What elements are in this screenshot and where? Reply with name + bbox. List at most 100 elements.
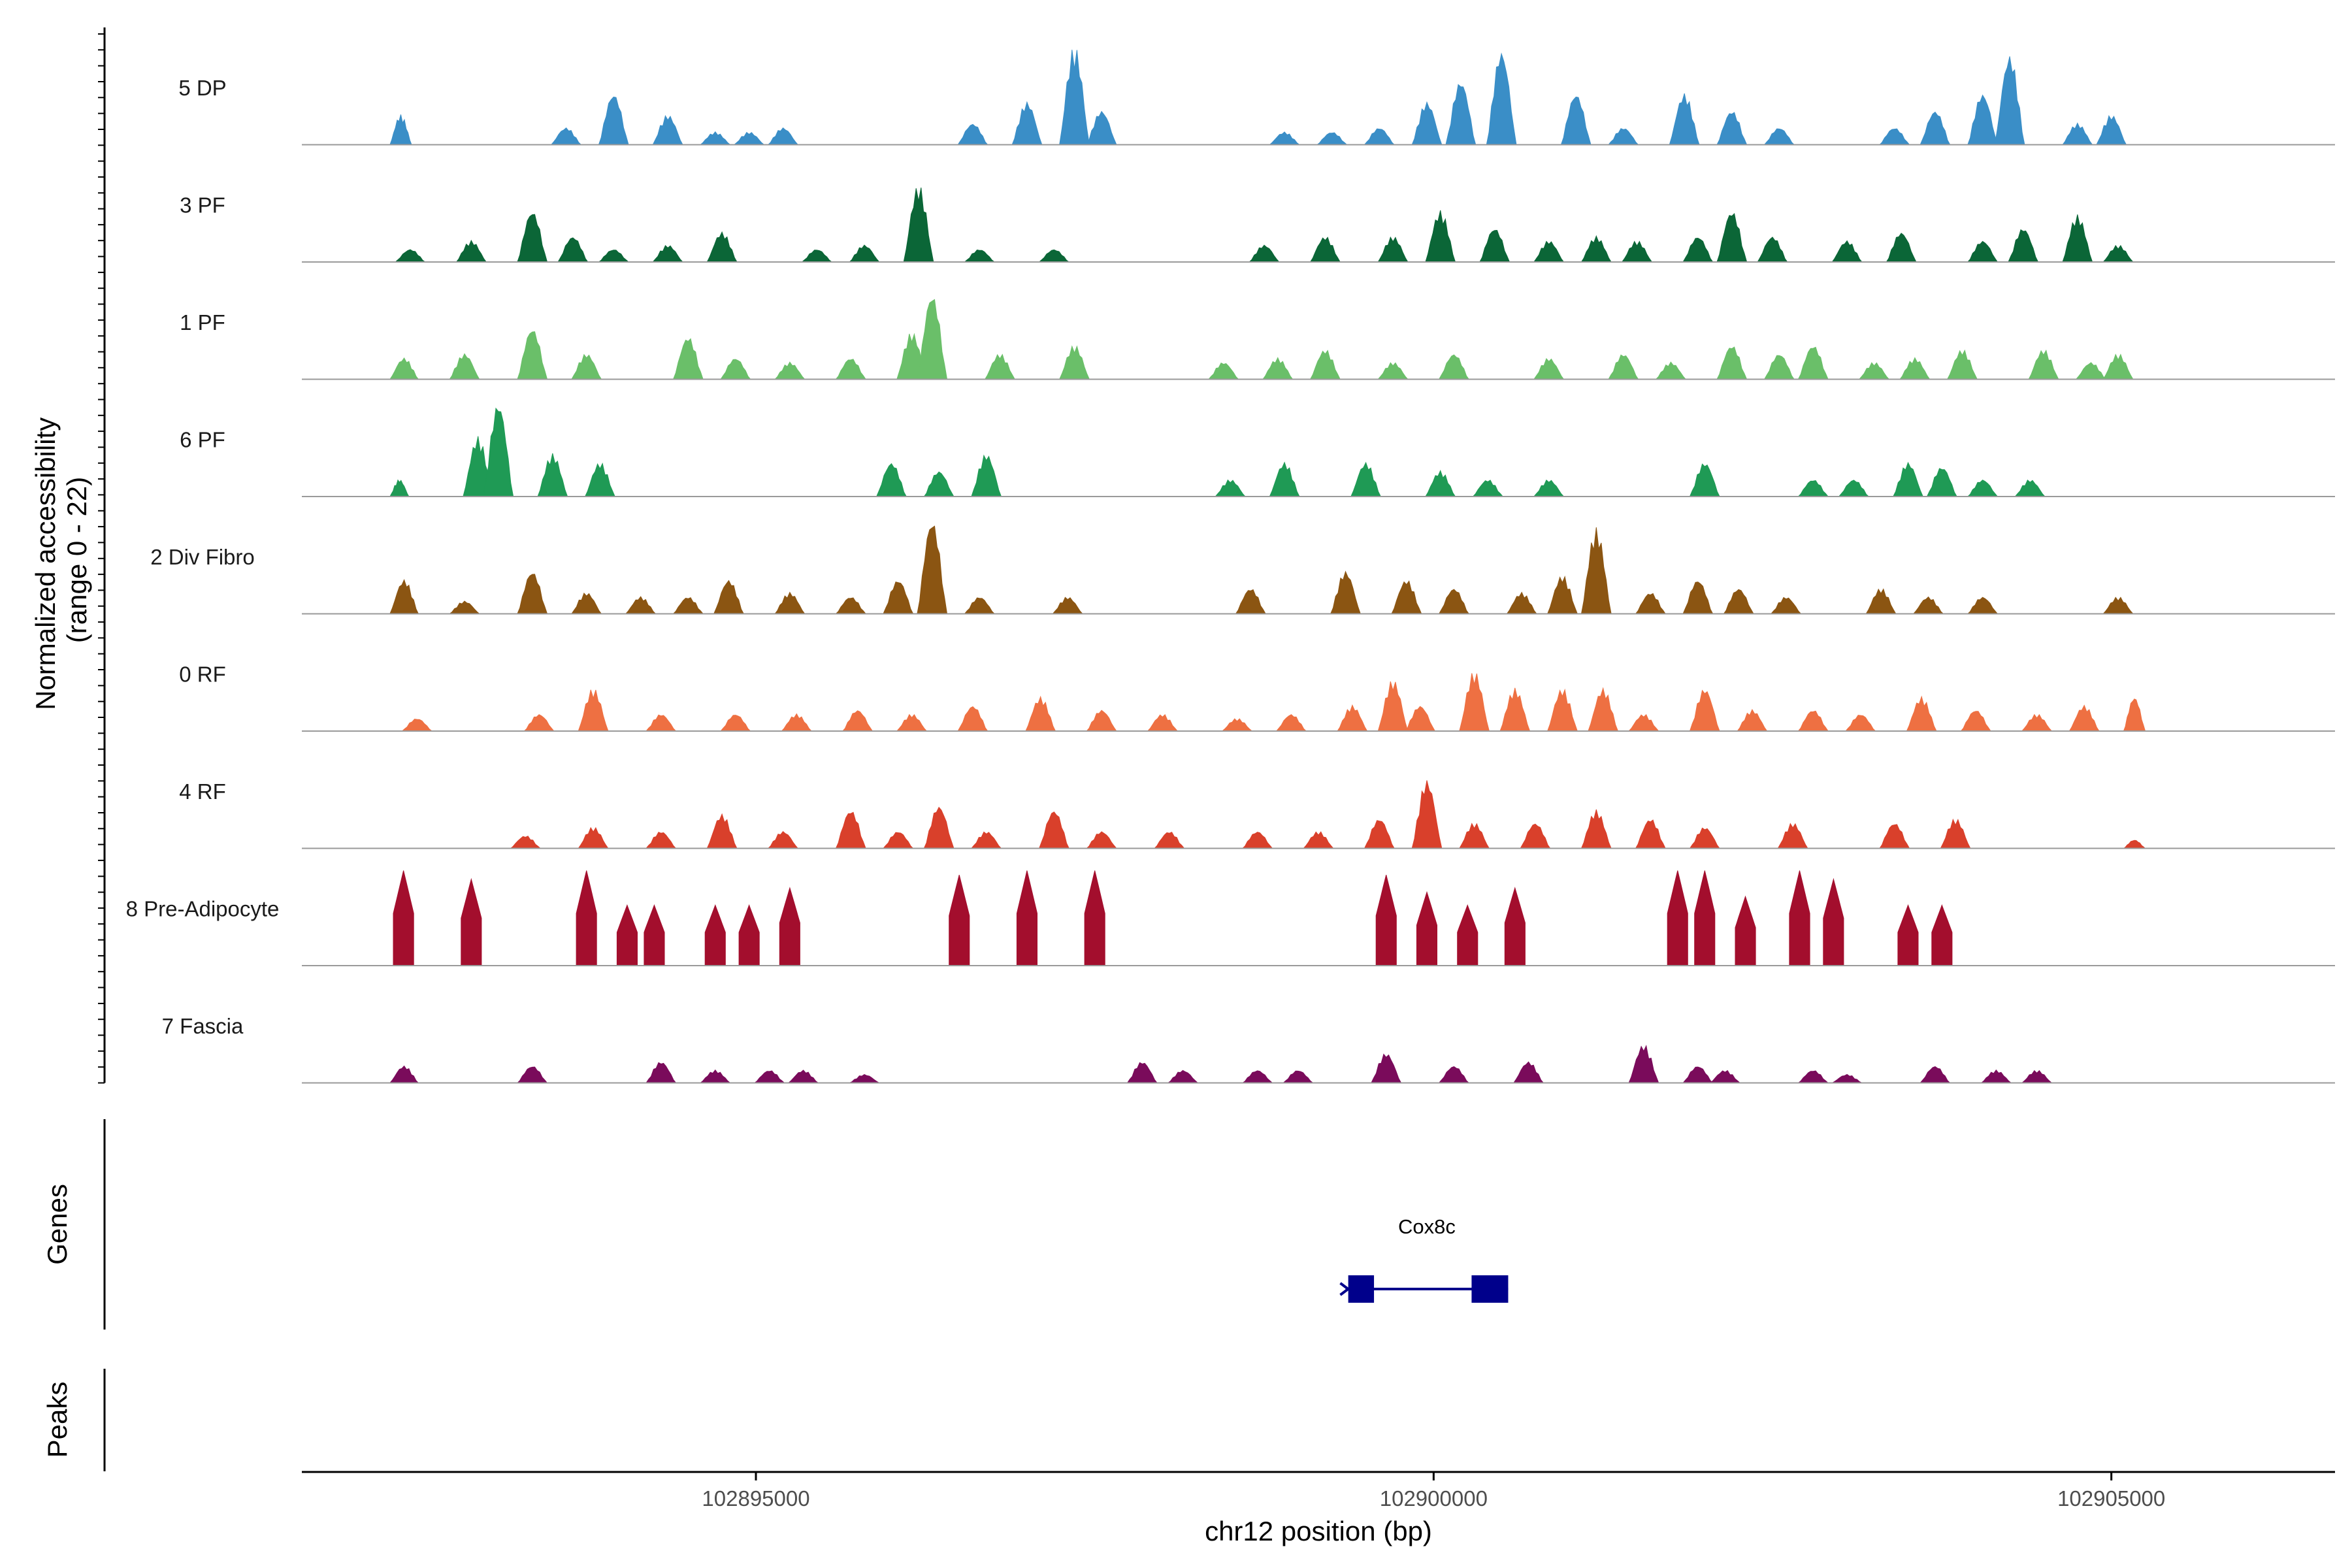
coverage-peak [1906, 695, 1937, 732]
coverage-peak [1919, 1066, 1952, 1083]
coverage-peak [1897, 904, 1919, 966]
coverage-peak [1438, 589, 1470, 614]
coverage-peak [1940, 818, 1971, 849]
coverage-peak [835, 597, 867, 614]
coverage-peak [1241, 832, 1273, 849]
coverage-peak [699, 131, 732, 145]
coverage-track: 4 RF [179, 779, 2335, 849]
coverage-peak [1391, 580, 1422, 614]
coverage-peak [706, 813, 738, 849]
coverage-peak [964, 597, 996, 614]
track-label: 4 RF [179, 779, 226, 804]
coverage-peak [1546, 576, 1578, 614]
coverage-peak [461, 877, 482, 966]
coverage-peak [401, 719, 433, 732]
coverage-peak [1445, 84, 1477, 145]
coverage-peak [1411, 101, 1443, 145]
coverage-peak [1404, 706, 1436, 732]
coverage-peak [753, 1070, 785, 1083]
coverage-peak [801, 250, 833, 263]
coverage-peak [517, 214, 548, 263]
coverage-peak [1085, 831, 1117, 849]
coverage-peak [578, 689, 609, 732]
coverage-peak [2122, 840, 2146, 849]
x-tick-label: 102900000 [1380, 1486, 1488, 1511]
coverage-peak [1580, 527, 1612, 614]
track-label: 6 PF [180, 428, 225, 452]
coverage-peak [557, 237, 589, 263]
coverage-peak [1607, 128, 1639, 145]
coverage-peak [517, 574, 548, 614]
coverage-peak [1153, 832, 1185, 849]
coverage-peak [389, 479, 410, 497]
coverage-peak [1960, 711, 1991, 732]
coverage-peak [625, 596, 657, 614]
coverage-peak [2014, 479, 2046, 497]
coverage-peak [550, 127, 582, 145]
coverage-peak [2062, 214, 2093, 263]
coverage-peak [1486, 52, 1517, 145]
coverage-peak [1682, 237, 1714, 263]
coverage-peak [713, 580, 745, 614]
coverage-peak [970, 831, 1002, 849]
coverage-peak [1689, 463, 1720, 497]
coverage-peak [1262, 357, 1294, 380]
track-label: 1 PF [180, 310, 225, 335]
coverage-peak [1580, 235, 1612, 263]
coverage-peak [835, 359, 867, 380]
coverage-peak [389, 357, 419, 380]
coverage-peak [2096, 114, 2127, 145]
coverage-peak [1669, 93, 1700, 145]
coverage-peak [2068, 704, 2100, 732]
track-label: 2 Div Fibro [150, 545, 255, 569]
coverage-peak [1919, 111, 1951, 145]
coverage-peak [576, 870, 597, 966]
coverage-peak [1458, 823, 1490, 849]
coverage-peak [1763, 355, 1795, 380]
coverage-peak [1635, 593, 1667, 614]
coverage-peak [1994, 56, 2025, 145]
coverage-peak [1682, 1066, 1714, 1083]
coverage-peak [848, 244, 880, 263]
gene-model: Cox8c [1339, 1215, 1509, 1303]
coverage-peak [584, 462, 615, 497]
coverage-peak [949, 874, 970, 966]
coverage-peak [1241, 1070, 1273, 1083]
coverage-peak [1330, 570, 1361, 614]
coverage-peak [2021, 713, 2053, 732]
y-axis-title-line-2: (range 0 - 22) [61, 477, 92, 643]
coverage-peak [896, 713, 928, 732]
coverage-peak [1479, 229, 1511, 263]
coverage-peak [389, 579, 419, 614]
coverage-peak [394, 249, 427, 263]
coverage-peak [1886, 233, 1917, 263]
coverage-peak [1967, 480, 1999, 497]
coverage-peak [672, 597, 704, 614]
coverage-peak [1797, 710, 1829, 732]
y-axis-title: Normalized accessibility (range 0 - 22) [30, 410, 92, 710]
coverage-peak [1831, 1073, 1863, 1083]
coverage-peak [1038, 249, 1070, 263]
coverage-peak [1797, 346, 1829, 380]
coverage-peak [1777, 823, 1808, 849]
coverage-peak [1865, 588, 1897, 614]
coverage-peak [1627, 713, 1659, 732]
coverage-peak [448, 600, 481, 614]
coverage-peak [578, 826, 609, 849]
coverage-peak [2123, 698, 2146, 732]
coverage-peak [1350, 461, 1382, 497]
coverage-peak [882, 832, 914, 849]
coverage-peak [917, 299, 948, 380]
coverage-peak [1167, 1070, 1199, 1083]
coverage-peak [1309, 237, 1341, 263]
coverage-peak [1878, 128, 1910, 145]
coverage-peak [1025, 695, 1056, 732]
coverage-peak [875, 463, 907, 497]
coverage-peak [1371, 1053, 1402, 1083]
coverage-peak [510, 836, 542, 849]
track-label: 5 DP [178, 76, 226, 100]
coverage-peak [1052, 596, 1084, 614]
coverage-peak [1337, 704, 1368, 732]
coverage-peak [1364, 128, 1396, 145]
coverage-peak [841, 710, 874, 732]
